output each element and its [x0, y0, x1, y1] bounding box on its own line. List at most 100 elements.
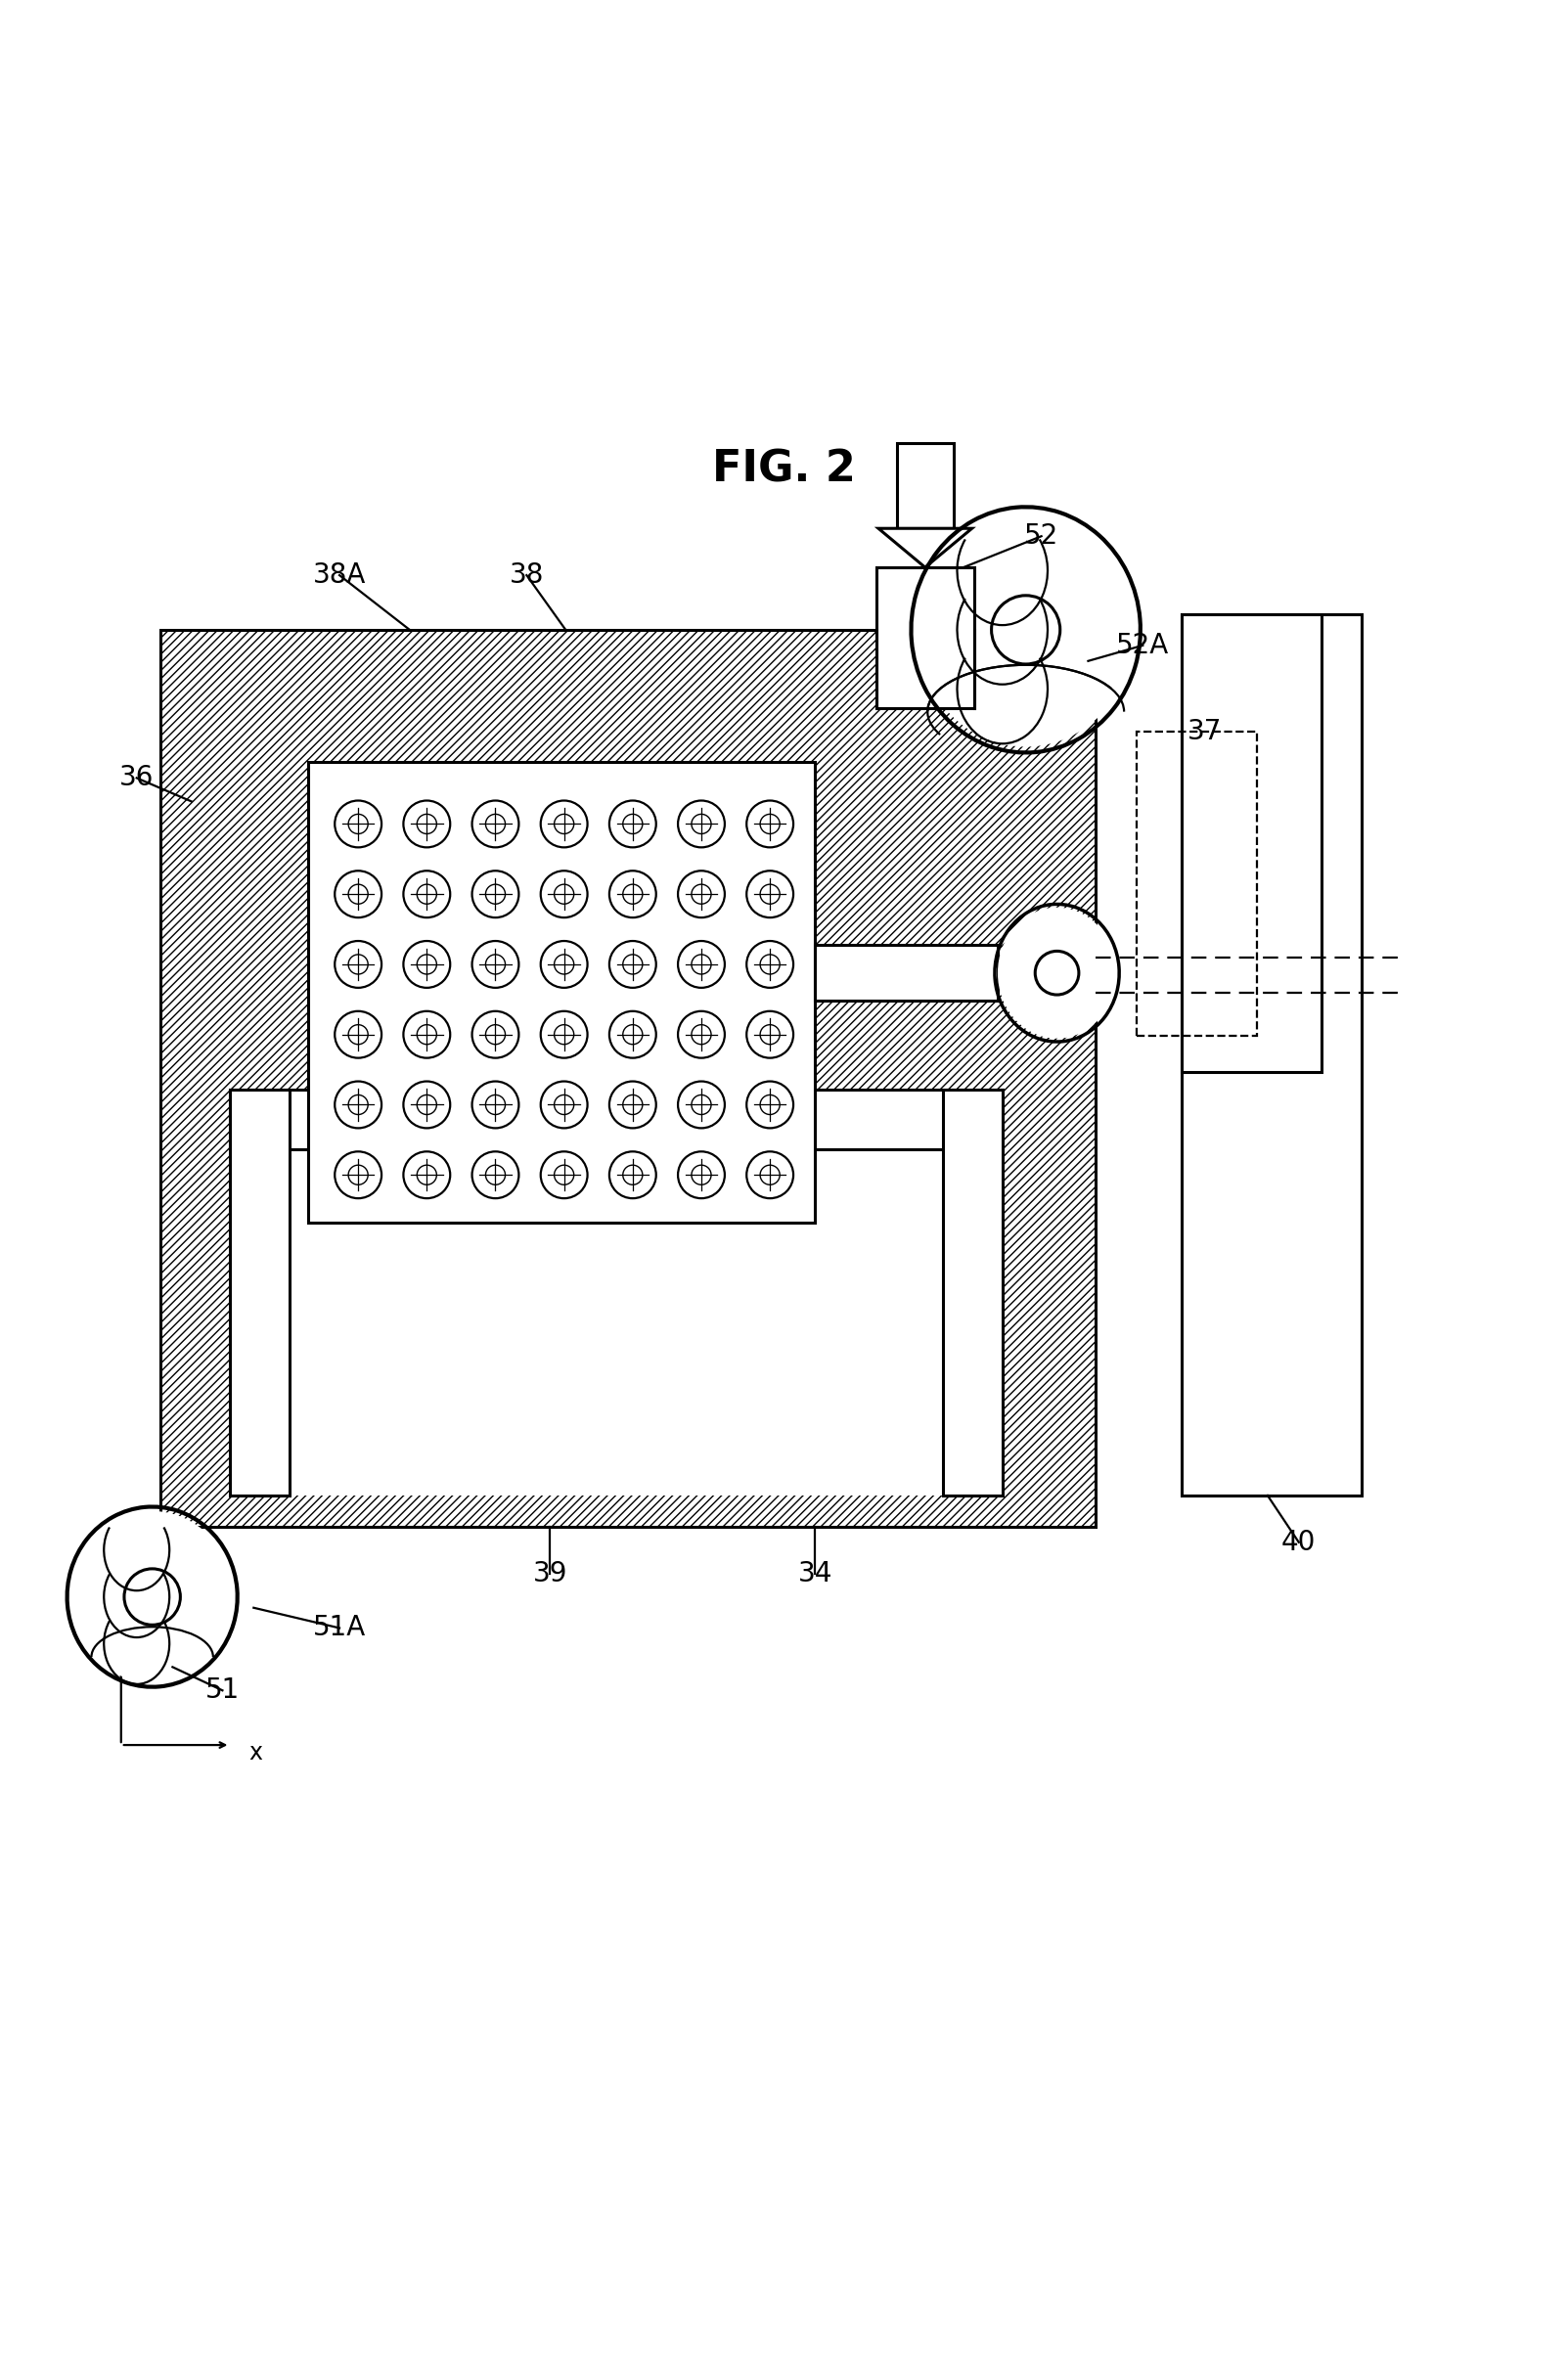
- Circle shape: [622, 1096, 643, 1115]
- Circle shape: [403, 942, 450, 987]
- Circle shape: [622, 885, 643, 904]
- Circle shape: [691, 885, 712, 904]
- Circle shape: [677, 1150, 724, 1198]
- Circle shape: [348, 1096, 368, 1115]
- Bar: [309, 762, 815, 1221]
- Circle shape: [677, 942, 724, 987]
- Circle shape: [486, 1025, 505, 1044]
- Circle shape: [677, 1011, 724, 1058]
- Circle shape: [1035, 952, 1079, 994]
- Circle shape: [541, 871, 588, 918]
- Circle shape: [554, 1165, 574, 1186]
- Circle shape: [677, 1082, 724, 1129]
- Circle shape: [417, 1025, 436, 1044]
- Circle shape: [677, 800, 724, 847]
- Circle shape: [991, 596, 1060, 665]
- Circle shape: [417, 1165, 436, 1186]
- Circle shape: [622, 1165, 643, 1186]
- Text: 37: 37: [1189, 717, 1223, 746]
- Circle shape: [541, 800, 588, 847]
- Circle shape: [334, 1082, 381, 1129]
- Circle shape: [472, 942, 519, 987]
- Circle shape: [417, 814, 436, 833]
- Circle shape: [691, 814, 712, 833]
- Circle shape: [472, 1011, 519, 1058]
- Circle shape: [554, 1025, 574, 1044]
- Bar: [942, 1089, 1002, 1496]
- Text: 38: 38: [510, 561, 544, 589]
- Text: 51A: 51A: [314, 1614, 365, 1643]
- Circle shape: [610, 1082, 655, 1129]
- Text: 38A: 38A: [314, 561, 365, 589]
- Circle shape: [622, 954, 643, 975]
- Circle shape: [472, 1082, 519, 1129]
- Text: x: x: [249, 1742, 263, 1763]
- Circle shape: [472, 1150, 519, 1198]
- Text: 39: 39: [533, 1560, 568, 1588]
- Circle shape: [348, 814, 368, 833]
- Circle shape: [334, 942, 381, 987]
- Circle shape: [472, 800, 519, 847]
- Circle shape: [403, 800, 450, 847]
- Circle shape: [348, 954, 368, 975]
- Circle shape: [746, 871, 793, 918]
- Circle shape: [334, 1011, 381, 1058]
- Circle shape: [554, 954, 574, 975]
- Text: 52: 52: [1024, 523, 1058, 549]
- Circle shape: [760, 814, 779, 833]
- Circle shape: [554, 885, 574, 904]
- Ellipse shape: [71, 1510, 234, 1683]
- Circle shape: [334, 871, 381, 918]
- Circle shape: [610, 1011, 655, 1058]
- Bar: [230, 1089, 1002, 1150]
- Circle shape: [677, 871, 724, 918]
- Circle shape: [541, 1082, 588, 1129]
- Circle shape: [334, 1150, 381, 1198]
- Bar: [1182, 613, 1322, 1072]
- Circle shape: [746, 1150, 793, 1198]
- Circle shape: [622, 1025, 643, 1044]
- Circle shape: [610, 800, 655, 847]
- Text: y: y: [96, 1598, 110, 1621]
- Circle shape: [760, 1096, 779, 1115]
- Circle shape: [746, 1011, 793, 1058]
- Circle shape: [334, 800, 381, 847]
- Circle shape: [746, 1082, 793, 1129]
- Circle shape: [486, 1165, 505, 1186]
- Circle shape: [348, 1165, 368, 1186]
- Text: 36: 36: [119, 765, 154, 791]
- Circle shape: [610, 1150, 655, 1198]
- Text: FIG. 2: FIG. 2: [712, 447, 856, 490]
- Bar: [815, 944, 997, 1001]
- Bar: [877, 568, 974, 708]
- Bar: [1137, 731, 1256, 1034]
- Circle shape: [124, 1569, 180, 1624]
- Bar: [309, 762, 815, 1221]
- Circle shape: [403, 871, 450, 918]
- Circle shape: [760, 1025, 779, 1044]
- Bar: [290, 1150, 942, 1496]
- Circle shape: [486, 885, 505, 904]
- Circle shape: [417, 954, 436, 975]
- Circle shape: [622, 814, 643, 833]
- Circle shape: [760, 885, 779, 904]
- Circle shape: [554, 1096, 574, 1115]
- Circle shape: [610, 942, 655, 987]
- Circle shape: [348, 1025, 368, 1044]
- Circle shape: [541, 1150, 588, 1198]
- Circle shape: [417, 1096, 436, 1115]
- Circle shape: [486, 954, 505, 975]
- Circle shape: [486, 1096, 505, 1115]
- Circle shape: [417, 885, 436, 904]
- Text: 34: 34: [798, 1560, 833, 1588]
- Circle shape: [760, 954, 779, 975]
- Circle shape: [691, 1096, 712, 1115]
- Circle shape: [541, 1011, 588, 1058]
- Circle shape: [691, 954, 712, 975]
- Text: 52A: 52A: [1116, 632, 1170, 658]
- Circle shape: [541, 942, 588, 987]
- Bar: [1182, 613, 1361, 1496]
- Polygon shape: [878, 528, 972, 568]
- Text: 40: 40: [1281, 1529, 1316, 1555]
- Circle shape: [348, 885, 368, 904]
